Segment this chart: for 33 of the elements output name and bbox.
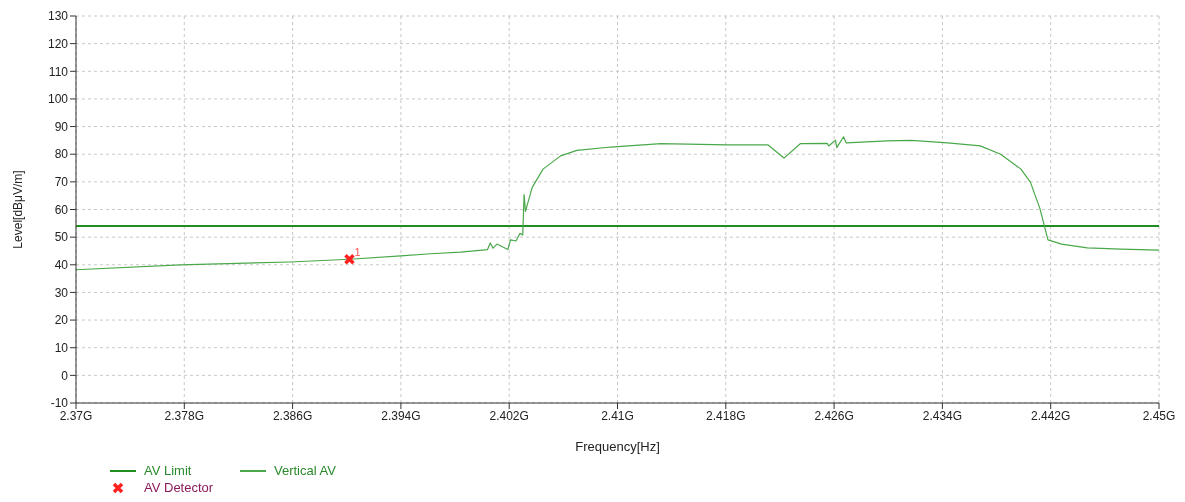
- y-tick-label: 80: [54, 147, 69, 162]
- y-tick-label: 100: [47, 92, 69, 107]
- y-axis-title: Level[dBμV/m]: [11, 170, 26, 249]
- y-tick-label: 120: [47, 36, 69, 51]
- y-tick-label: 90: [54, 119, 69, 134]
- line-series: [76, 136, 1159, 271]
- annotation: 1: [354, 246, 361, 259]
- y-tick-label: -10: [50, 396, 69, 411]
- y-tick-label: 40: [54, 258, 69, 273]
- legend-label: Vertical AV: [274, 463, 336, 478]
- x-tick-label: 2.41G: [601, 408, 634, 423]
- x-tick-label: 2.37G: [59, 408, 93, 423]
- legend-label: AV Detector: [144, 480, 214, 495]
- x-tick-label: 2.434G: [922, 408, 963, 423]
- y-tick-label: 130: [47, 9, 69, 24]
- y-tick-label: 20: [54, 313, 69, 328]
- y-tick-label: 30: [54, 285, 69, 300]
- y-tick-label: 60: [54, 202, 69, 217]
- x-tick-label: 2.402G: [489, 408, 529, 423]
- legend-label: AV Limit: [144, 463, 192, 478]
- y-tick-label: 110: [48, 64, 69, 79]
- x-tick-label: 2.442G: [1031, 408, 1071, 423]
- x-tick-label: 2.45G: [1142, 408, 1176, 423]
- x-tick-label: 2.418G: [706, 408, 746, 423]
- x-tick-label: 2.378G: [164, 408, 204, 423]
- y-tick-label: 70: [54, 175, 69, 190]
- y-tick-label: 0: [61, 368, 69, 383]
- y-tick-label: 10: [54, 340, 69, 355]
- y-tick-label: 50: [54, 230, 69, 245]
- x-tick-label: 2.386G: [272, 408, 313, 423]
- x-tick-label: 2.394G: [381, 408, 421, 423]
- x-tick-label: 2.426G: [814, 408, 854, 423]
- x-axis-title: Frequency[Hz]: [575, 439, 660, 454]
